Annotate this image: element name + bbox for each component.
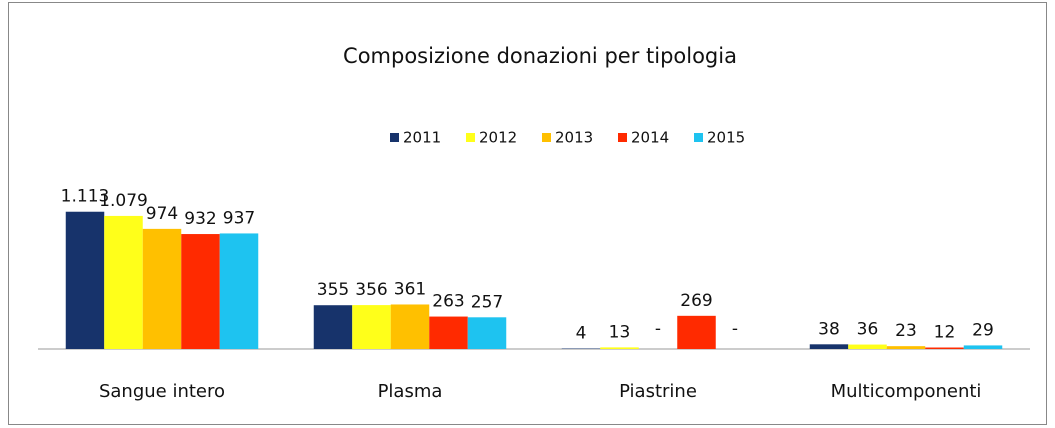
legend-swatch [542, 133, 551, 142]
legend-swatch [390, 133, 399, 142]
data-label: 355 [317, 280, 349, 300]
data-label: 263 [432, 292, 464, 312]
x-tick-label: Multicomponenti [831, 381, 982, 402]
bar [390, 304, 430, 349]
data-label: 361 [394, 279, 426, 299]
data-label: 269 [680, 291, 712, 311]
bar [219, 233, 259, 349]
x-tick-label: Plasma [378, 381, 443, 402]
data-label: 38 [818, 319, 840, 339]
bar [848, 344, 887, 349]
data-label: 1.113 [61, 187, 110, 207]
data-label: - [732, 319, 738, 339]
bar [104, 215, 143, 349]
legend-label: 2012 [479, 129, 517, 147]
data-label: 1.079 [99, 191, 148, 211]
data-label: 4 [576, 324, 587, 344]
data-label: 974 [146, 204, 178, 224]
chart-border [8, 2, 1047, 425]
data-label: 257 [471, 292, 503, 312]
legend-label: 2011 [403, 129, 441, 147]
bar [142, 228, 182, 349]
bar [65, 211, 105, 349]
data-label: 36 [857, 320, 879, 340]
data-label: 12 [934, 323, 956, 343]
data-label: 29 [972, 320, 994, 340]
data-label: 932 [184, 209, 216, 229]
data-label: - [655, 319, 661, 339]
bar [600, 347, 639, 349]
legend-swatch [618, 133, 627, 142]
bar [677, 315, 716, 349]
legend-label: 2014 [631, 129, 669, 147]
bar [963, 345, 1003, 349]
chart-title: Composizione donazioni per tipologia [343, 44, 737, 68]
legend-swatch [694, 133, 703, 142]
legend-label: 2015 [707, 129, 745, 147]
data-label: 13 [609, 322, 631, 342]
bar [313, 305, 353, 349]
data-label: 23 [895, 321, 917, 341]
data-label: 937 [223, 208, 255, 228]
x-tick-label: Piastrine [619, 381, 697, 402]
bar [181, 234, 220, 349]
x-tick-label: Sangue intero [99, 381, 225, 402]
bar [429, 316, 468, 349]
bar [886, 346, 926, 349]
bar [352, 305, 391, 349]
data-label: 356 [355, 280, 387, 300]
legend-swatch [466, 133, 475, 142]
bar [467, 317, 507, 349]
bar [925, 347, 964, 349]
legend-label: 2013 [555, 129, 593, 147]
bar [809, 344, 849, 349]
